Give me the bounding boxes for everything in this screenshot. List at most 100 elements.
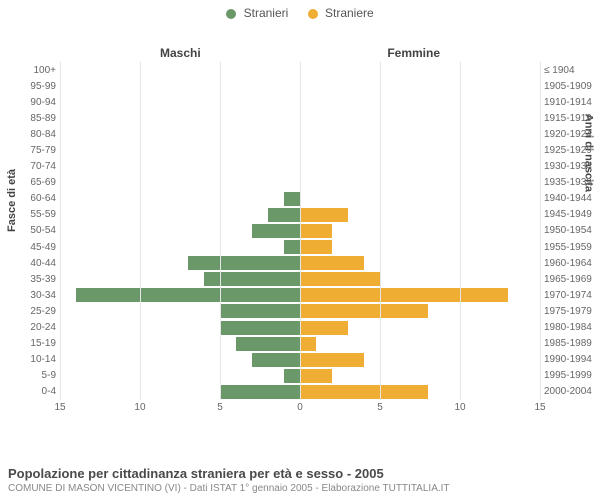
legend-swatch-male [226, 9, 236, 19]
bar-half-male [60, 79, 300, 93]
birth-year-label: 1955-1959 [544, 242, 596, 253]
age-label: 5-9 [4, 370, 56, 381]
bar-male [220, 304, 300, 318]
bar-half-female [300, 369, 540, 383]
bar-half-female [300, 240, 540, 254]
bar-half-female [300, 288, 540, 302]
bar-half-male [60, 304, 300, 318]
birth-year-label: 1920-1924 [544, 129, 596, 140]
bar-half-female [300, 63, 540, 77]
x-tick: 0 [297, 402, 303, 413]
bar-half-female [300, 321, 540, 335]
bar-male [284, 240, 300, 254]
population-pyramid: Maschi Femmine Fasce di età Anni di nasc… [0, 22, 600, 442]
birth-year-label: 1950-1954 [544, 225, 596, 236]
bar-male [252, 224, 300, 238]
bar-half-female [300, 160, 540, 174]
footer: Popolazione per cittadinanza straniera p… [8, 466, 592, 494]
plot-area: 100+≤ 190495-991905-190990-941910-191485… [60, 62, 540, 400]
birth-year-label: 1940-1944 [544, 193, 596, 204]
footer-title: Popolazione per cittadinanza straniera p… [8, 466, 592, 481]
bar-half-female [300, 111, 540, 125]
bar-female [300, 353, 364, 367]
bar-half-male [60, 369, 300, 383]
age-label: 40-44 [4, 258, 56, 269]
x-tick: 10 [134, 402, 145, 413]
birth-year-label: 1985-1989 [544, 338, 596, 349]
legend-item-female: Straniere [308, 6, 374, 20]
grid-line [60, 62, 61, 400]
age-label: 70-74 [4, 161, 56, 172]
bar-half-male [60, 111, 300, 125]
bar-female [300, 272, 380, 286]
birth-year-label: 1990-1994 [544, 354, 596, 365]
x-tick: 15 [534, 402, 545, 413]
age-label: 0-4 [4, 386, 56, 397]
age-label: 80-84 [4, 129, 56, 140]
birth-year-label: 1925-1929 [544, 145, 596, 156]
bar-half-female [300, 256, 540, 270]
age-label: 85-89 [4, 113, 56, 124]
bar-half-female [300, 208, 540, 222]
bar-half-male [60, 160, 300, 174]
bar-half-female [300, 95, 540, 109]
legend-item-male: Stranieri [226, 6, 288, 20]
x-axis: 15105051015 [60, 402, 540, 418]
birth-year-label: 1975-1979 [544, 306, 596, 317]
birth-year-label: 1970-1974 [544, 290, 596, 301]
birth-year-label: 1945-1949 [544, 209, 596, 220]
bar-half-female [300, 385, 540, 399]
x-tick: 10 [454, 402, 465, 413]
bar-female [300, 337, 316, 351]
bar-male [220, 321, 300, 335]
age-label: 100+ [4, 65, 56, 76]
age-label: 35-39 [4, 274, 56, 285]
bar-half-male [60, 321, 300, 335]
legend-label-male: Stranieri [244, 6, 289, 20]
footer-subtitle: COMUNE DI MASON VICENTINO (VI) - Dati IS… [8, 483, 592, 494]
grid-line [460, 62, 461, 400]
age-label: 95-99 [4, 81, 56, 92]
birth-year-label: 1980-1984 [544, 322, 596, 333]
bar-half-female [300, 304, 540, 318]
age-label: 30-34 [4, 290, 56, 301]
bar-female [300, 224, 332, 238]
bar-half-female [300, 192, 540, 206]
bar-male [188, 256, 300, 270]
age-label: 10-14 [4, 354, 56, 365]
birth-year-label: 1930-1934 [544, 161, 596, 172]
bar-male [268, 208, 300, 222]
bar-half-female [300, 176, 540, 190]
age-label: 55-59 [4, 209, 56, 220]
bar-half-male [60, 256, 300, 270]
legend-label-female: Straniere [325, 6, 374, 20]
bar-female [300, 256, 364, 270]
grid-line [140, 62, 141, 400]
bar-half-female [300, 272, 540, 286]
bar-half-male [60, 240, 300, 254]
bar-female [300, 304, 428, 318]
bar-male [220, 385, 300, 399]
bar-half-male [60, 192, 300, 206]
bar-male [284, 369, 300, 383]
bar-female [300, 288, 508, 302]
bar-female [300, 240, 332, 254]
bar-half-male [60, 288, 300, 302]
bar-male [76, 288, 300, 302]
bar-half-male [60, 224, 300, 238]
bar-male [284, 192, 300, 206]
grid-line [300, 62, 301, 400]
birth-year-label: 1905-1909 [544, 81, 596, 92]
grid-line [380, 62, 381, 400]
bar-half-male [60, 63, 300, 77]
bar-half-male [60, 95, 300, 109]
bar-half-male [60, 208, 300, 222]
bar-half-male [60, 143, 300, 157]
column-header-male: Maschi [160, 46, 201, 60]
bar-half-female [300, 353, 540, 367]
bar-female [300, 385, 428, 399]
bar-half-male [60, 385, 300, 399]
age-label: 20-24 [4, 322, 56, 333]
birth-year-label: 1995-1999 [544, 370, 596, 381]
bar-female [300, 369, 332, 383]
